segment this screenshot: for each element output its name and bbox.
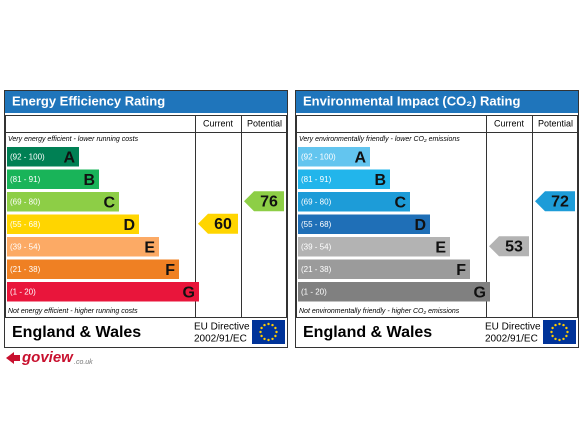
rating-band [7, 214, 139, 234]
band-range: (92 - 100) [10, 152, 45, 161]
band-range: (39 - 54) [301, 242, 332, 251]
flag-star [271, 337, 274, 341]
flag-star [267, 338, 270, 342]
band-letter: D [414, 217, 426, 234]
band-range: (1 - 20) [10, 287, 36, 296]
rating-band [298, 147, 370, 167]
flag-star [551, 326, 554, 330]
band-letter: G [183, 284, 195, 301]
band-letter: A [63, 149, 75, 166]
flag-star [562, 337, 565, 341]
bottom-note: Not environmentally friendly - higher CO… [299, 308, 460, 315]
directive: EU Directive [194, 322, 250, 333]
band-letter: B [83, 172, 95, 189]
logo-name: goview [21, 349, 74, 366]
band-range: (55 - 68) [301, 220, 332, 229]
band-range: (69 - 80) [10, 197, 41, 206]
directive: 2002/91/EC [194, 334, 247, 345]
rating-band [7, 147, 79, 167]
column-header: Current [203, 118, 234, 128]
flag-star [260, 334, 263, 338]
flag-star [551, 334, 554, 338]
band-letter: E [435, 239, 446, 256]
region: England & Wales [12, 324, 141, 341]
flag-star [550, 330, 553, 334]
band-letter: D [123, 217, 135, 234]
flag-star [259, 330, 262, 334]
rating-band [298, 282, 490, 302]
rating-band [7, 237, 159, 257]
flag-star [554, 323, 557, 327]
column-header: Potential [538, 118, 573, 128]
rating-band [7, 169, 99, 189]
rating-band [298, 192, 410, 212]
rating-arrow [198, 213, 238, 234]
flag-star [558, 338, 561, 342]
band-letter: F [165, 262, 175, 279]
top-note: Very energy efficient - lower running co… [8, 136, 139, 143]
rating-band [7, 192, 119, 212]
flag-star [271, 323, 274, 327]
band-letter: C [394, 194, 406, 211]
top-note: Very environmentally friendly - lower CO… [299, 136, 460, 143]
logo-suffix: .co.uk [74, 359, 93, 366]
band-range: (55 - 68) [10, 220, 41, 229]
rating-band [298, 214, 430, 234]
flag-star [554, 337, 557, 341]
band-range: (21 - 38) [10, 265, 41, 274]
band-range: (21 - 38) [301, 265, 332, 274]
column-header: Current [494, 118, 525, 128]
logo-icon [6, 352, 20, 364]
band-letter: A [354, 149, 366, 166]
column-header: Potential [247, 118, 282, 128]
flag-star [260, 326, 263, 330]
band-range: (39 - 54) [10, 242, 41, 251]
rating-band [7, 259, 179, 279]
chart-frame [296, 115, 578, 318]
flag-star [565, 334, 568, 338]
rating-value: 53 [505, 238, 523, 255]
band-letter: E [144, 239, 155, 256]
band-letter: G [474, 284, 486, 301]
directive: 2002/91/EC [485, 334, 538, 345]
flag-star [275, 330, 278, 334]
rating-band [298, 169, 390, 189]
band-range: (92 - 100) [301, 152, 336, 161]
band-range: (69 - 80) [301, 197, 332, 206]
title-bar [296, 91, 578, 113]
flag-star [562, 323, 565, 327]
flag-star [263, 337, 266, 341]
flag-star [274, 334, 277, 338]
rating-value: 72 [551, 193, 569, 210]
rating-arrow [535, 191, 575, 212]
rating-value: 60 [214, 216, 232, 233]
band-range: (81 - 91) [301, 175, 332, 184]
directive: EU Directive [485, 322, 541, 333]
band-letter: C [103, 194, 115, 211]
rating-value: 76 [260, 193, 278, 210]
rating-band [7, 282, 199, 302]
flag-star [566, 330, 569, 334]
panel-title: Energy Efficiency Rating [12, 93, 165, 108]
bottom-note: Not energy efficient - higher running co… [8, 308, 138, 315]
band-letter: F [456, 262, 466, 279]
band-letter: B [374, 172, 386, 189]
flag-star [558, 322, 561, 326]
rating-arrow [244, 191, 284, 212]
band-range: (81 - 91) [10, 175, 41, 184]
rating-band [298, 259, 470, 279]
panel-title: Environmental Impact (CO₂) Rating [303, 93, 520, 108]
flag-star [267, 322, 270, 326]
title-bar [5, 91, 287, 113]
flag-star [565, 326, 568, 330]
flag-star [274, 326, 277, 330]
rating-band [298, 237, 450, 257]
flag-star [263, 323, 266, 327]
rating-arrow [489, 236, 529, 257]
region: England & Wales [303, 324, 432, 341]
chart-frame [5, 115, 287, 318]
band-range: (1 - 20) [301, 287, 327, 296]
